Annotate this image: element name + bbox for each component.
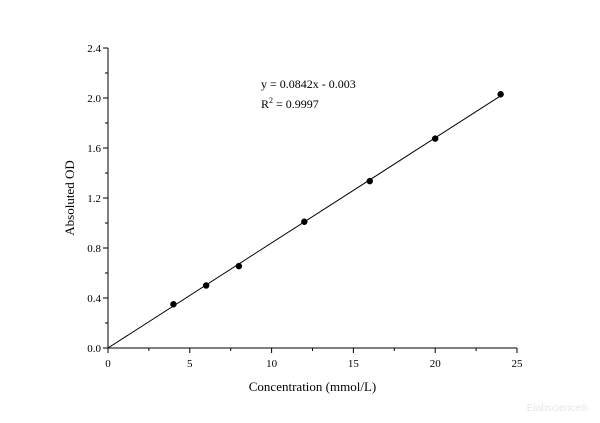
x-tick-label: 0 (105, 358, 111, 370)
data-point (170, 301, 177, 308)
data-points (170, 91, 504, 308)
x-tick-label: 25 (512, 358, 524, 370)
equation-annotation: y = 0.0842x - 0.003 R2 = 0.9997 (261, 77, 356, 111)
equation-text: y = 0.0842x - 0.003 (261, 77, 356, 91)
data-point (202, 282, 210, 289)
data-point (301, 218, 308, 225)
data-point (366, 177, 373, 185)
x-tick-label: 10 (266, 358, 278, 370)
data-point (497, 91, 504, 98)
y-tick-label: 2.4 (87, 43, 101, 55)
x-axis-label: Concentration (mmol/L) (249, 379, 376, 394)
y-tick-label: 0.0 (87, 343, 101, 355)
r-squared-text: R2 = 0.9997 (261, 96, 319, 111)
y-tick-label: 1.2 (87, 193, 101, 205)
y-axis-label: Absoluted OD (62, 160, 77, 235)
y-tick-label: 1.6 (87, 143, 101, 155)
data-point (235, 262, 243, 270)
x-tick-label: 15 (348, 358, 360, 370)
x-tick-label: 20 (430, 358, 442, 370)
y-tick-label: 0.4 (87, 293, 101, 305)
data-point (432, 135, 439, 142)
y-tick-label: 0.8 (87, 243, 101, 255)
y-tick-label: 2.0 (87, 93, 101, 105)
x-tick-label: 5 (187, 358, 193, 370)
axes: 0 5 10 15 20 25 0.0 0.4 0.8 1.2 1.6 2.0 2.4 Concentra… (62, 43, 523, 394)
watermark-logo: Elabscience® (526, 403, 588, 414)
